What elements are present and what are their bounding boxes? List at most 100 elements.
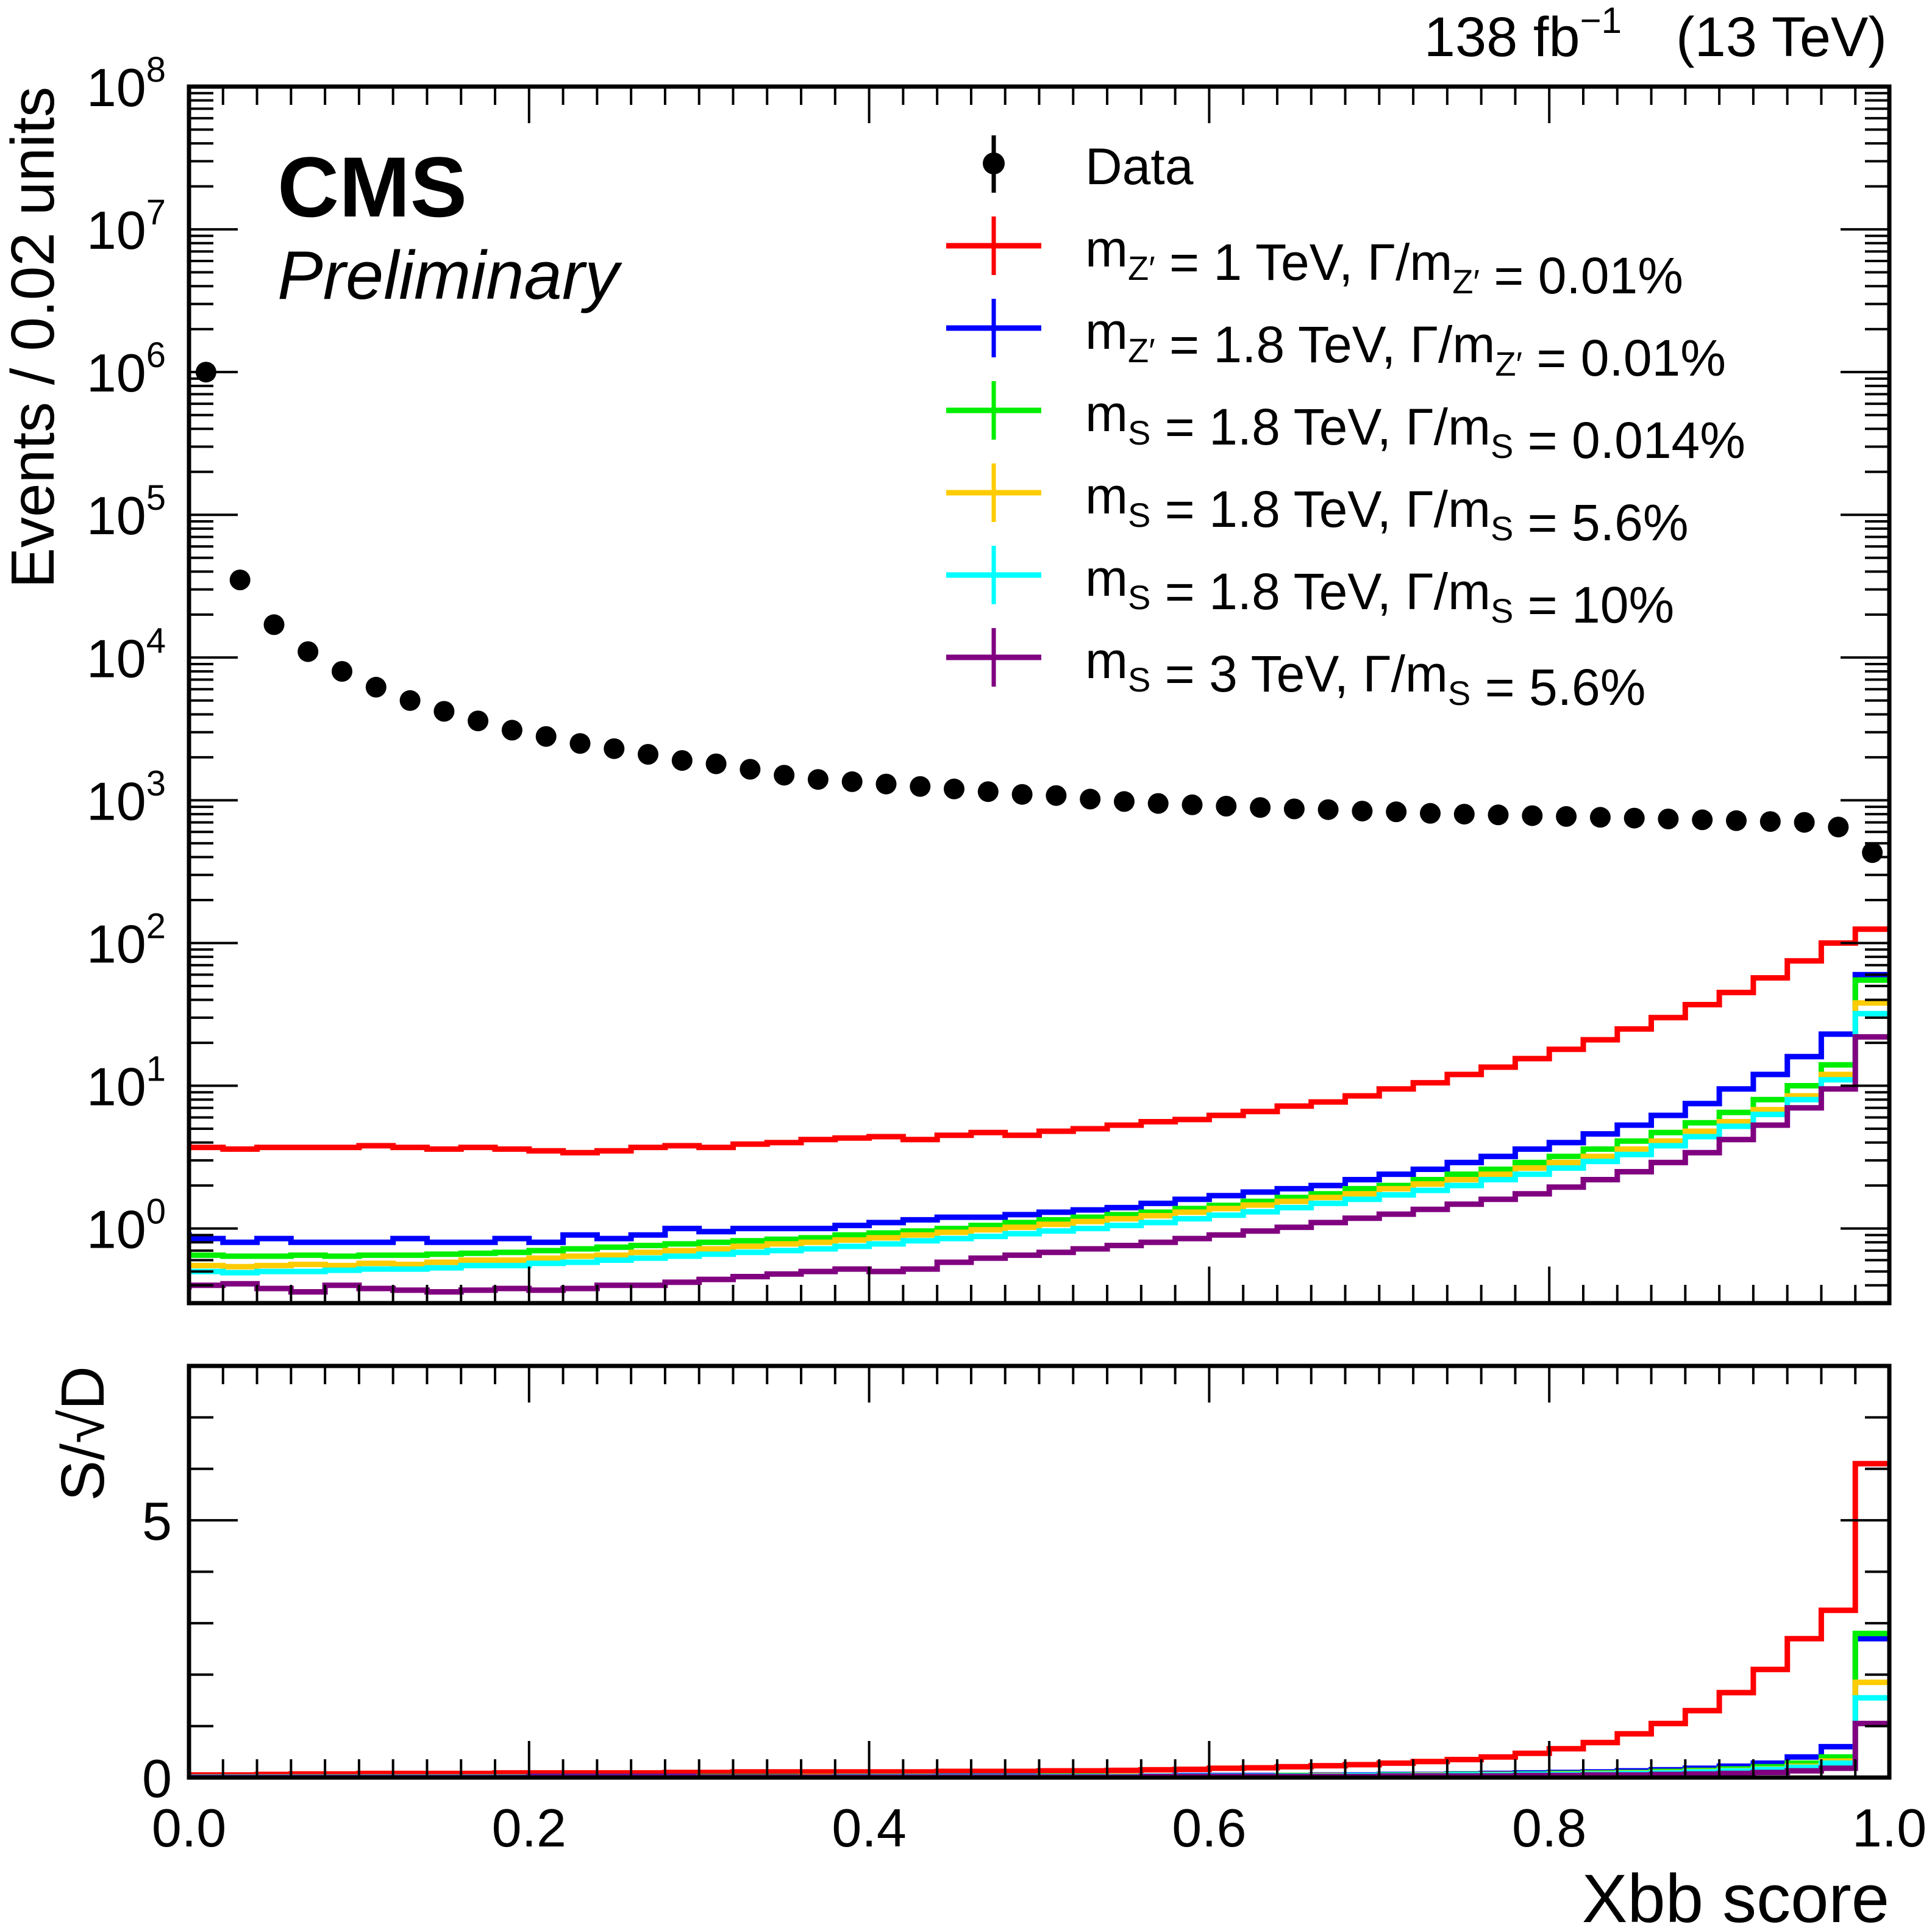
data-point (263, 614, 285, 635)
data-point (1046, 785, 1067, 806)
y-tick-label: 101 (87, 1049, 166, 1117)
cms-label: CMS (277, 139, 467, 235)
preliminary-label: Preliminary (277, 237, 622, 313)
data-point (774, 765, 795, 786)
data-point (535, 726, 557, 747)
y-tick-label: 103 (87, 763, 166, 831)
lumi-label: 138 fb−1 (1424, 0, 1622, 68)
data-point (944, 778, 964, 799)
x-axis-label: Xbb score (1582, 1860, 1889, 1930)
data-point (671, 750, 693, 771)
ratio-series-0 (189, 1460, 1889, 1778)
bottom-plot-area (189, 1460, 1889, 1778)
data-point (501, 720, 522, 741)
legend-entry: mS = 1.8 TeV, Γ/mS = 5.6% (946, 463, 1689, 551)
data-point (1759, 811, 1781, 832)
top-axes: 100 101 102 103 104 105 106 107 108 (87, 50, 1891, 1304)
x-tick-label: 0.4 (832, 1798, 906, 1858)
data-point (1828, 817, 1849, 838)
data-point (807, 769, 829, 790)
legend-entry: mZ′ = 1 TeV, Γ/mZ′ = 0.01% (946, 216, 1683, 304)
y-tick-label: 102 (87, 906, 166, 974)
data-point (875, 773, 897, 795)
bottom-panel: 0.0 0.2 0.4 0.6 0.8 1.0 0 5 S/√D Xbb score (49, 1364, 1927, 1930)
data-point (1420, 802, 1441, 824)
data-point (705, 753, 727, 774)
data-point (332, 661, 352, 682)
hist-series-0 (189, 926, 1889, 1156)
legend-entry: mS = 1.8 TeV, Γ/mS = 10% (946, 546, 1674, 634)
data-point (1488, 804, 1509, 826)
data-point (468, 710, 489, 732)
data-point (365, 676, 387, 698)
data-point (399, 690, 421, 711)
x-tick-label: 1.0 (1852, 1798, 1927, 1858)
y-tick-label: 108 (87, 50, 166, 118)
hist-series-4 (189, 1010, 1889, 1276)
legend-entry: mS = 3 TeV, Γ/mS = 5.6% (946, 628, 1645, 716)
legend-label: mS = 1.8 TeV, Γ/mS = 0.014% (1085, 385, 1745, 469)
top-panel: 100 101 102 103 104 105 106 107 108 CMS Prelimin… (0, 50, 1892, 1306)
x-tick-label: 0.0 (152, 1798, 226, 1858)
legend-entry: mZ′ = 1.8 TeV, Γ/mZ′ = 0.01% (946, 299, 1726, 387)
legend-label: mS = 1.8 TeV, Γ/mS = 5.6% (1085, 467, 1689, 551)
data-point (841, 771, 863, 792)
data-point (1589, 807, 1611, 828)
data-point (1726, 810, 1747, 831)
data-point (1114, 791, 1135, 812)
data-point (569, 733, 591, 754)
data-point (1182, 794, 1203, 815)
x-tick-label: 0.2 (492, 1798, 566, 1858)
legend-label: Data (1085, 138, 1194, 195)
data-point (977, 781, 999, 802)
bottom-y-axis-label: S/√D (49, 1366, 117, 1501)
data-point (1556, 806, 1577, 827)
y-tick-label: 105 (87, 478, 166, 546)
data-point (298, 641, 319, 662)
top-y-axis-label: Events / 0.02 units (0, 87, 67, 588)
y-tick-label: 107 (87, 193, 166, 260)
energy-label: (13 TeV) (1676, 6, 1887, 68)
data-point (1624, 807, 1645, 829)
ratio-y-tick-label: 0 (142, 1748, 172, 1809)
data-point (638, 744, 658, 765)
data-point (1658, 809, 1679, 829)
bottom-frame (187, 1364, 1892, 1780)
y-tick-label: 100 (87, 1192, 166, 1260)
bottom-axes: 0.0 0.2 0.4 0.6 0.8 1.0 0 5 (142, 1365, 1927, 1858)
data-point (1352, 801, 1373, 822)
legend: Data mZ′ = 1 TeV, Γ/mZ′ = 0.01%mZ′ = 1.8 … (946, 135, 1745, 716)
data-point (604, 738, 625, 759)
x-tick-label: 0.8 (1512, 1798, 1586, 1858)
hist-series-3 (189, 1000, 1889, 1270)
data-point (740, 759, 761, 780)
data-point (433, 701, 455, 722)
data-point (910, 776, 931, 797)
data-point (1522, 805, 1543, 826)
data-point (1283, 798, 1305, 820)
data-point (1011, 784, 1033, 805)
data-point (1080, 788, 1101, 810)
data-point (1216, 796, 1237, 817)
data-point (1453, 804, 1475, 825)
data-point (1250, 797, 1271, 818)
legend-label: mS = 1.8 TeV, Γ/mS = 10% (1085, 549, 1674, 634)
data-point (1317, 799, 1339, 820)
ratio-series-1 (189, 1635, 1889, 1778)
legend-label: mS = 3 TeV, Γ/mS = 5.6% (1085, 632, 1645, 716)
x-tick-label: 0.6 (1172, 1798, 1246, 1858)
data-point (229, 570, 251, 590)
hist-series-1 (189, 971, 1889, 1245)
ratio-series-2 (189, 1631, 1889, 1778)
data-point (1794, 812, 1815, 833)
y-tick-label: 106 (87, 335, 166, 403)
data-point (1862, 842, 1883, 863)
data-point (1147, 793, 1169, 814)
legend-label: mZ′ = 1.8 TeV, Γ/mZ′ = 0.01% (1085, 302, 1726, 387)
y-tick-label: 104 (87, 621, 166, 688)
data-point (1386, 801, 1407, 823)
legend-entry: mS = 1.8 TeV, Γ/mS = 0.014% (946, 381, 1745, 469)
data-point (1692, 809, 1713, 831)
ratio-y-tick-label: 5 (142, 1491, 172, 1551)
